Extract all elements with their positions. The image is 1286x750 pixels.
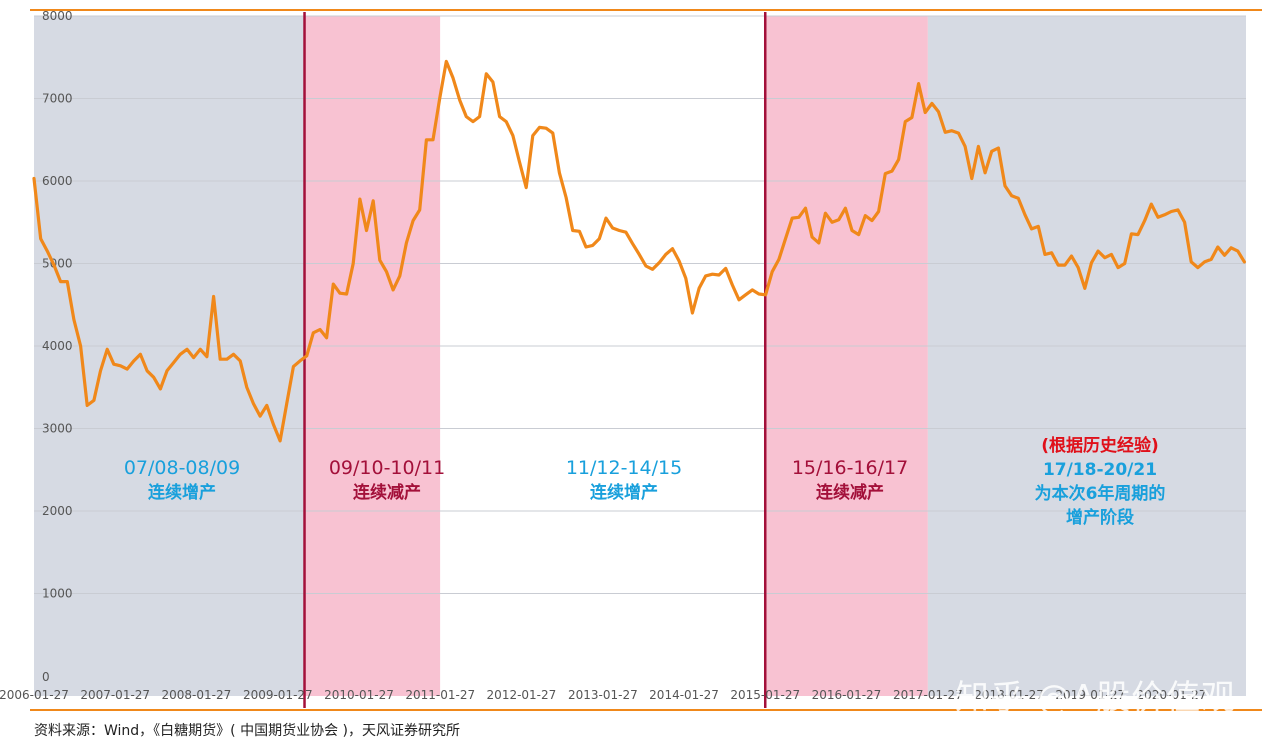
- y-axis-ticks: 0 1000 2000 3000 4000 5000 6000 7000 8000: [42, 9, 73, 684]
- y-tick-label: 0: [42, 670, 50, 684]
- y-tick-label: 8000: [42, 9, 73, 23]
- phase-region-5: [927, 16, 1246, 696]
- annotation-line: 17/18-20/21: [1043, 460, 1157, 480]
- x-tick-label: 2013-01-27: [568, 688, 638, 702]
- y-tick-label: 3000: [42, 422, 73, 436]
- annotation-line: 连续减产: [353, 482, 421, 503]
- phase-regions: [34, 16, 1246, 696]
- x-tick-label: 2011-01-27: [405, 688, 475, 702]
- y-tick-label: 1000: [42, 587, 73, 601]
- annotation-4: 15/16-16/17 连续减产: [792, 457, 908, 503]
- annotation-line: 15/16-16/17: [792, 457, 908, 479]
- annotation-line: 11/12-14/15: [566, 457, 682, 479]
- gridlines: [34, 15, 1246, 594]
- y-tick-label: 6000: [42, 174, 73, 188]
- annotation-line: 连续增产: [148, 482, 216, 503]
- annotation-3: 11/12-14/15 连续增产: [566, 457, 682, 503]
- series-group: [32, 59, 1247, 443]
- phase-region-3: [440, 16, 766, 696]
- y-tick-label: 7000: [42, 92, 73, 106]
- source-note: 资料来源：Wind，《白糖期货》( 中国期货业协会 )，天风证券研究所: [34, 723, 461, 739]
- series-line-1: [32, 59, 1247, 443]
- phase-annotations: 07/08-08/09 连续增产 09/10-10/11 连续减产 11/12-14/1…: [124, 435, 1166, 528]
- x-tick-label: 2014-01-27: [649, 688, 719, 702]
- annotation-line: 为本次6年周期的: [1035, 483, 1166, 504]
- phase-region-2: [304, 16, 441, 696]
- y-tick-label: 4000: [42, 339, 73, 353]
- x-tick-label: 2019-01-27: [1055, 688, 1125, 702]
- annotation-line: 连续减产: [816, 482, 884, 503]
- x-tick-label: 2016-01-27: [812, 688, 882, 702]
- annotation-2: 09/10-10/11 连续减产: [329, 457, 445, 503]
- x-tick-label: 2008-01-27: [162, 688, 232, 702]
- annotation-line: 07/08-08/09: [124, 457, 240, 479]
- y-tick-label: 2000: [42, 504, 73, 518]
- x-tick-label: 2010-01-27: [324, 688, 394, 702]
- x-axis-ticks: 2006-01-27 2007-01-27 2008-01-27 2009-01-27…: [0, 688, 1206, 702]
- x-tick-label: 2018-01-27: [974, 688, 1044, 702]
- annotation-line: 连续增产: [590, 482, 658, 503]
- phase-region-1: [34, 16, 305, 696]
- y-tick-label: 5000: [42, 257, 73, 271]
- phase-region-4: [765, 16, 928, 696]
- x-tick-label: 2007-01-27: [80, 688, 150, 702]
- phase-dividers: [303, 12, 767, 708]
- x-tick-label: 2009-01-27: [243, 688, 313, 702]
- annotation-line: 09/10-10/11: [329, 457, 445, 479]
- x-tick-label: 2006-01-27: [0, 688, 69, 702]
- annotation-1: 07/08-08/09 连续增产: [124, 457, 240, 503]
- x-tick-label: 2020-01-27: [1137, 688, 1207, 702]
- watermark: 知乎 @A股价值观: [955, 678, 1237, 718]
- annotation-line: 增产阶段: [1066, 507, 1134, 528]
- x-tick-label: 2017-01-27: [893, 688, 963, 702]
- annotation-line: (根据历史经验): [1041, 435, 1159, 456]
- x-tick-label: 2012-01-27: [487, 688, 557, 702]
- x-tick-label: 2015-01-27: [730, 688, 800, 702]
